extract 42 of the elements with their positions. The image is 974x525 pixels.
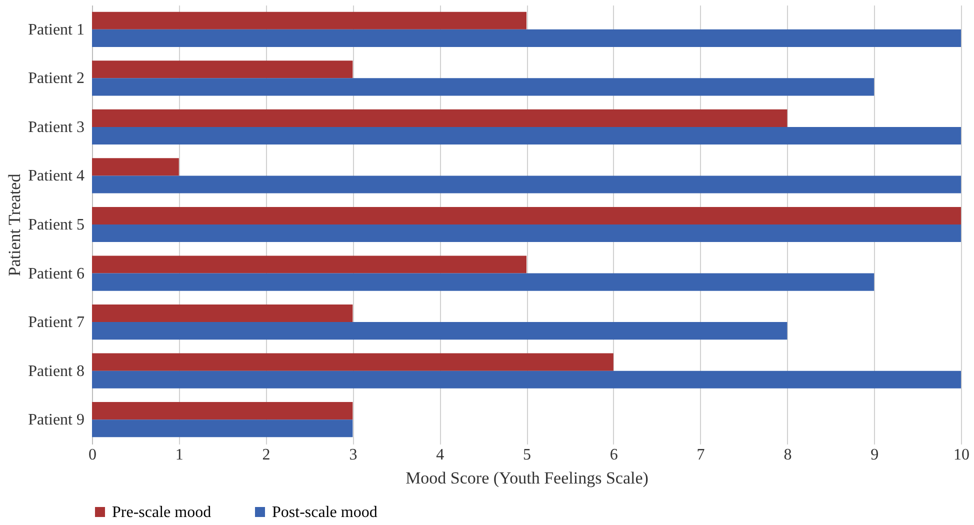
legend-label: Pre-scale mood bbox=[112, 504, 212, 521]
y-tick-label: Patient 8 bbox=[28, 362, 84, 380]
y-axis-title: Patient Treated bbox=[5, 173, 24, 276]
x-tick-label: 9 bbox=[870, 446, 879, 464]
bar bbox=[92, 420, 353, 438]
bar bbox=[92, 322, 788, 340]
y-tick-label: Patient 1 bbox=[28, 21, 84, 38]
x-tick-label: 2 bbox=[262, 446, 270, 464]
x-tick-label: 3 bbox=[349, 446, 358, 464]
x-tick-label: 6 bbox=[610, 446, 618, 464]
bar bbox=[92, 29, 961, 47]
x-tick-label: 1 bbox=[175, 446, 184, 464]
bar bbox=[92, 206, 961, 224]
y-tick-label: Patient 4 bbox=[28, 168, 84, 185]
bar bbox=[92, 370, 961, 388]
x-tick-label: 7 bbox=[696, 446, 705, 464]
x-axis-title: Mood Score (Youth Feelings Scale) bbox=[406, 468, 648, 488]
bar bbox=[92, 273, 874, 291]
bar bbox=[92, 402, 353, 420]
bar bbox=[92, 256, 526, 274]
bar bbox=[92, 353, 614, 371]
y-tick-label: Patient 7 bbox=[28, 314, 84, 332]
bar bbox=[92, 109, 788, 127]
x-tick-label: 0 bbox=[88, 446, 96, 464]
bar bbox=[92, 78, 874, 96]
bar bbox=[92, 176, 961, 194]
x-tick-label: 4 bbox=[436, 446, 444, 464]
legend-label: Post-scale mood bbox=[272, 504, 378, 521]
y-tick-label: Patient 3 bbox=[28, 118, 84, 136]
y-tick-label: Patient 9 bbox=[28, 412, 84, 429]
bar bbox=[92, 304, 353, 322]
y-tick-label: Patient 6 bbox=[28, 265, 84, 282]
bar bbox=[92, 126, 961, 145]
bar bbox=[92, 12, 526, 30]
y-tick-label: Patient 5 bbox=[28, 216, 84, 234]
x-tick-label: 8 bbox=[784, 446, 792, 464]
bar bbox=[92, 224, 961, 242]
x-tick-label: 10 bbox=[954, 446, 970, 464]
bar bbox=[92, 60, 353, 78]
bar bbox=[92, 158, 179, 176]
x-tick-label: 5 bbox=[523, 446, 531, 464]
y-tick-label: Patient 2 bbox=[28, 70, 84, 88]
